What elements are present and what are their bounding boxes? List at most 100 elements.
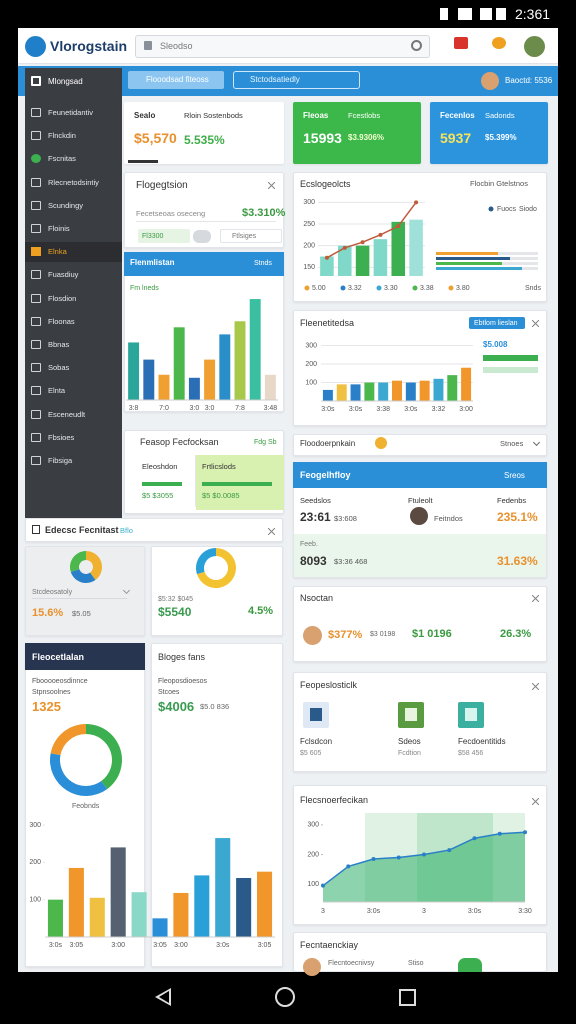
menu-label[interactable]: Floinis xyxy=(48,224,70,233)
tab[interactable] xyxy=(128,71,224,89)
stat-change: $3.9306% xyxy=(348,133,385,142)
close-icon[interactable] xyxy=(532,683,539,690)
summary-label: Frtlicslods xyxy=(202,462,236,471)
close-icon[interactable] xyxy=(532,798,539,805)
menu-label[interactable]: Elnka xyxy=(48,247,67,257)
card-action[interactable]: Stiso xyxy=(408,960,424,967)
bar xyxy=(409,219,423,276)
menu-label[interactable]: Feunetidantiv xyxy=(48,108,94,117)
menu-label[interactable]: Sobas xyxy=(48,363,70,373)
file-name[interactable]: Sdeos xyxy=(398,737,421,746)
menu-label[interactable]: Rlecnetodsintiy xyxy=(48,177,99,187)
avatar xyxy=(410,507,428,525)
chip[interactable] xyxy=(220,229,282,243)
row-action[interactable]: Stnoes xyxy=(500,439,524,448)
row-change: 235.1% xyxy=(497,510,538,524)
menu-label[interactable]: Fuasdiuy xyxy=(48,270,79,280)
donut-value: 15.6% xyxy=(32,607,64,619)
card xyxy=(430,102,548,164)
bar xyxy=(128,342,140,400)
marker xyxy=(378,232,383,237)
tab-label[interactable]: Flooodsad fiteoss xyxy=(146,75,209,84)
tab[interactable] xyxy=(233,71,360,89)
divider xyxy=(32,598,127,599)
card xyxy=(25,546,145,636)
card-title: Ecslogeolcts xyxy=(300,179,351,189)
card-action[interactable]: Stnds xyxy=(254,260,272,267)
chart: 100 200 300 3 3:0s 3 3:0s 3:30 xyxy=(307,813,532,915)
y-tick-label: 300 xyxy=(29,822,41,829)
x-tick-label: 3:0s xyxy=(367,908,381,915)
action-button[interactable] xyxy=(458,958,482,972)
app-icon[interactable] xyxy=(454,37,468,49)
close-icon[interactable] xyxy=(268,182,275,189)
menu-label[interactable]: Floonas xyxy=(48,316,75,326)
progress-value: $3.310% xyxy=(242,207,286,219)
search-text[interactable]: Sleodso xyxy=(160,41,193,51)
menu-label[interactable]: Bbnas xyxy=(48,340,70,349)
legend-text: Fm lneds xyxy=(130,285,159,292)
sidebar xyxy=(25,68,122,518)
app-icon[interactable] xyxy=(492,37,506,49)
menu-label[interactable]: Elnta xyxy=(48,386,66,396)
chart xyxy=(196,548,236,588)
row-label[interactable]: Floodoerpnkain xyxy=(300,439,356,448)
bar xyxy=(236,878,252,937)
menu-label[interactable]: Fibsiga xyxy=(48,456,73,465)
menu-label[interactable]: Flnckdin xyxy=(48,131,76,141)
chip-label[interactable]: Ftlsiges xyxy=(232,233,257,240)
y-tick-label: 200 xyxy=(303,243,315,250)
chart xyxy=(70,551,102,583)
menu-icon xyxy=(31,340,41,349)
avatar xyxy=(481,72,499,90)
donut-value: $5540 xyxy=(158,605,192,619)
bar xyxy=(89,897,105,937)
chip-label[interactable]: Fl3300 xyxy=(142,233,164,240)
menu-label[interactable]: Fscnitas xyxy=(48,154,76,164)
news-change: 26.3% xyxy=(500,628,532,640)
avatar[interactable] xyxy=(524,36,545,57)
nav-home[interactable] xyxy=(275,987,295,1007)
y-tick-label: 100 xyxy=(29,897,41,904)
x-tick-label: 3:0 xyxy=(205,405,215,412)
nav-recent[interactable] xyxy=(399,989,416,1006)
close-icon[interactable] xyxy=(268,528,275,535)
donut-segment xyxy=(196,548,236,588)
progress-track xyxy=(136,221,276,222)
tab-label[interactable]: Stctodsatiedly xyxy=(250,75,300,84)
card-title: Feogelhfloy xyxy=(300,470,351,480)
row-change: 31.63% xyxy=(497,554,538,568)
card xyxy=(25,518,283,542)
nav-back-inner xyxy=(159,991,169,1003)
y-tick-label: 200 xyxy=(307,851,319,858)
menu-icon xyxy=(31,363,41,373)
donut-label: Feobnds xyxy=(72,803,100,810)
menu-label[interactable]: Esceneudlt xyxy=(48,409,86,419)
x-tick-label: 3:0s xyxy=(49,942,63,949)
card-action[interactable]: Sreos xyxy=(504,471,525,480)
chart: 100 200 300 3:0s 3:0s 3:38 3:0s 3:32 3:00 xyxy=(305,342,473,412)
close-icon[interactable] xyxy=(532,320,539,327)
menu-icon xyxy=(31,131,41,141)
marker xyxy=(497,831,502,836)
menu-item[interactable] xyxy=(25,242,122,263)
row-value: 8093 xyxy=(300,554,327,568)
logo-text: Vlorogstain xyxy=(50,38,128,54)
search-box[interactable] xyxy=(135,35,430,58)
file-name[interactable]: Fecdoentitids xyxy=(458,737,506,746)
x-tick-label: 3:05 xyxy=(258,942,272,949)
side-bar xyxy=(483,355,538,361)
file-name[interactable]: Fclsdcon xyxy=(300,737,333,746)
chip[interactable] xyxy=(138,229,190,243)
menu-label[interactable]: Scundingy xyxy=(48,200,84,210)
menu-label[interactable]: Fbsioes xyxy=(48,432,75,442)
y-tick-label: 100 xyxy=(307,881,319,888)
close-icon[interactable] xyxy=(532,595,539,602)
card-sub: Flecntoecnivsy xyxy=(328,960,375,967)
menu-label[interactable]: Flosdion xyxy=(48,293,77,303)
toggle[interactable] xyxy=(193,230,211,243)
chart: 100 200 300 3:0s 3:05 3:00 3:05 3:00 3:0s 3:05 xyxy=(29,822,275,949)
marker xyxy=(472,836,477,841)
settings-icon[interactable] xyxy=(411,40,422,51)
bar xyxy=(336,384,347,401)
